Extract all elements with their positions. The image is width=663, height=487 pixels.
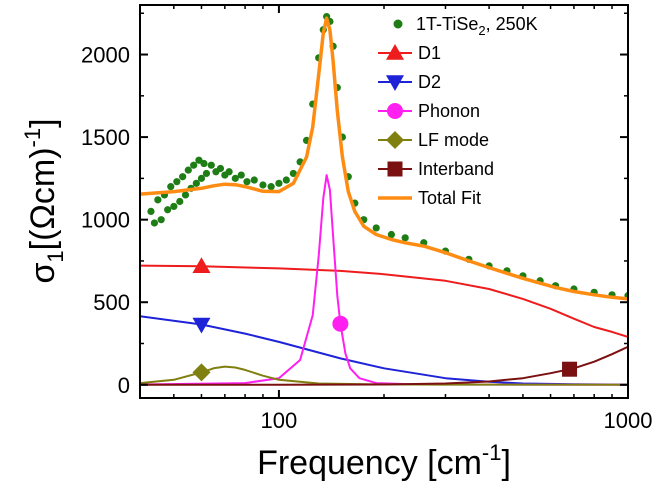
y-axis-title: σ1[(Ωcm)-1]: [20, 118, 68, 283]
data-point-6: [167, 183, 175, 191]
data-point-26: [237, 171, 245, 179]
data-point-3: [157, 216, 165, 224]
y-tick-label-3: 1500: [81, 125, 130, 150]
plot-area: [140, 12, 628, 386]
x-axis-title-sup: -1: [482, 440, 502, 465]
legend-marker-d2: [386, 75, 404, 91]
data-point-28: [250, 176, 258, 184]
x-tick-label-0: 100: [261, 408, 298, 433]
data-point-17: [197, 174, 206, 182]
legend-marker-phonon: [387, 103, 403, 119]
data-point-30: [267, 183, 275, 191]
data-point-31: [275, 179, 283, 187]
series-line-total-fit: [140, 16, 628, 301]
legend-label-phonon: Phonon: [418, 101, 480, 121]
data-point-9: [176, 197, 184, 206]
legend-label-total-fit: Total Fit: [418, 188, 481, 208]
series-line-lf-mode: [140, 365, 628, 386]
legend-marker-interband: [387, 161, 403, 177]
x-tick-label-1: 1000: [604, 408, 653, 433]
data-point-1: [150, 219, 159, 227]
legend-label-d2: D2: [418, 72, 441, 92]
data-point-8: [173, 178, 181, 186]
y-tick-label-1: 500: [93, 290, 130, 315]
series-line-phonon: [140, 174, 628, 386]
data-point-11: [181, 191, 190, 199]
data-point-25: [231, 174, 239, 182]
legend-label-data: 1T-TiSe2, 250K: [416, 14, 538, 38]
data-point-12: [184, 166, 192, 174]
series-marker-d1: [192, 257, 211, 273]
data-point-29: [259, 181, 267, 189]
series-marker-phonon: [332, 315, 349, 332]
y-tick-label-2: 1000: [81, 208, 130, 233]
data-point-33: [289, 169, 297, 178]
series-line-d2: [140, 315, 628, 386]
data-point-15: [192, 179, 200, 187]
legend: 1T-TiSe2, 250K D1 D2 Phonon LF mode Interband…: [378, 14, 538, 208]
data-point-48: [387, 230, 395, 239]
legend-marker-d1: [386, 44, 404, 60]
data-point-18: [200, 159, 208, 168]
data-point-27: [243, 178, 251, 186]
x-axis-title-tail: ]: [501, 444, 510, 482]
y-axis-title-mid: [(Ωcm): [24, 147, 62, 250]
data-point-20: [207, 161, 215, 169]
series-marker-interband: [562, 361, 578, 377]
data-point-2: [154, 196, 162, 204]
legend-label-lf-mode: LF mode: [418, 130, 489, 150]
y-axis-title-tail: ]: [24, 118, 62, 127]
x-axis-title: Frequency [cm-1]: [257, 440, 511, 482]
data-point-5: [164, 206, 172, 214]
data-point-0: [147, 207, 155, 216]
data-point-24: [225, 168, 233, 176]
y-tick-label-0: 0: [118, 373, 130, 398]
y-axis-title-sub: 1: [43, 250, 68, 262]
legend-label-d1: D1: [418, 43, 441, 63]
series-marker-lf-mode: [192, 363, 211, 382]
axis-ticks: 100 1000 0 500 1000 1500 2000: [81, 5, 652, 433]
series-marker-d2: [192, 317, 211, 334]
legend-marker-lf-mode: [386, 131, 404, 149]
data-point-49: [401, 234, 409, 242]
data-point-19: [202, 169, 211, 178]
legend-label-interband: Interband: [418, 159, 494, 179]
y-tick-label-4: 2000: [81, 43, 130, 68]
series-line-d1: [140, 264, 628, 338]
legend-marker-data: [393, 19, 403, 29]
plot-frame: [139, 4, 629, 399]
series-line-interband: [140, 345, 628, 386]
data-point-47: [372, 224, 380, 232]
data-point-22: [216, 164, 225, 173]
data-point-10: [179, 173, 187, 181]
data-point-14: [190, 161, 198, 169]
data-point-32: [282, 176, 290, 184]
y-axis-title-sup: -1: [20, 128, 45, 148]
data-point-7: [170, 202, 178, 211]
